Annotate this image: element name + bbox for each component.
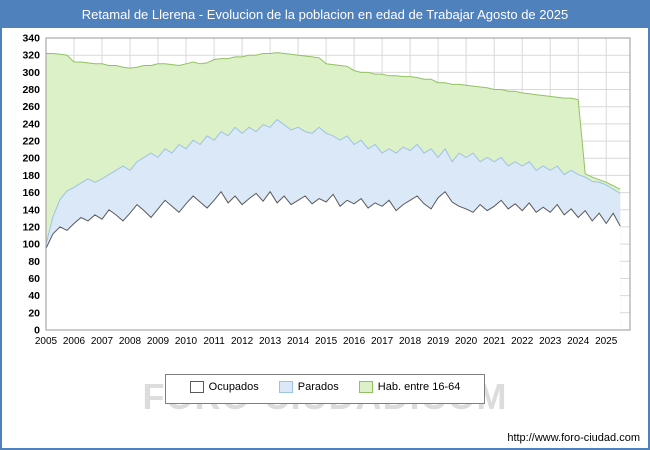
y-tick-label: 20 bbox=[28, 307, 40, 319]
x-tick-label: 2022 bbox=[511, 336, 534, 347]
x-tick-label: 2018 bbox=[399, 336, 422, 347]
x-tick-label: 2010 bbox=[175, 336, 198, 347]
line-ocupados bbox=[45, 190, 621, 249]
plot-border bbox=[45, 37, 631, 331]
y-tick-label: 60 bbox=[28, 273, 40, 285]
x-tick-label: 2021 bbox=[483, 336, 506, 347]
y-tick-label: 260 bbox=[22, 101, 40, 113]
area-ocupados bbox=[46, 191, 621, 330]
legend-row: FORO-CIUDAD.COM Ocupados Parados Hab. en… bbox=[2, 374, 648, 436]
population-area-chart: 0 20 40 60 80 100 120 140 160 180 200 220 240 260 280 3… bbox=[22, 33, 631, 347]
footer-link[interactable]: http://www.foro-ciudad.com bbox=[507, 432, 640, 444]
chart-area: 0 20 40 60 80 100 120 140 160 180 200 220 240 260 280 3… bbox=[2, 28, 648, 360]
footer: http://www.foro-ciudad.com bbox=[507, 432, 640, 444]
x-tick-label: 2012 bbox=[231, 336, 254, 347]
y-tick-label: 280 bbox=[22, 84, 40, 96]
x-tick-label: 2008 bbox=[119, 336, 142, 347]
x-tick-label: 2005 bbox=[35, 336, 58, 347]
x-tick-label: 2011 bbox=[203, 336, 225, 347]
x-tick-label: 2017 bbox=[371, 336, 394, 347]
y-tick-label: 140 bbox=[22, 204, 40, 216]
x-tick-label: 2006 bbox=[63, 336, 86, 347]
y-tick-label: 0 bbox=[34, 325, 40, 337]
x-tick-label: 2007 bbox=[91, 336, 114, 347]
line-hab-entre-16-64 bbox=[46, 52, 621, 190]
x-tick-label: 2013 bbox=[259, 336, 282, 347]
y-tick-label: 340 bbox=[22, 33, 40, 45]
y-tick-label: 240 bbox=[22, 118, 40, 130]
y-tick-label: 160 bbox=[22, 187, 40, 199]
chart-title: Retamal de Llerena - Evolucion de la pob… bbox=[2, 2, 648, 28]
y-tick-label: 180 bbox=[22, 170, 40, 182]
x-tick-label: 2016 bbox=[343, 336, 366, 347]
legend-label: Hab. entre 16-64 bbox=[377, 381, 461, 393]
y-tick-label: 320 bbox=[22, 50, 40, 62]
legend-label: Ocupados bbox=[208, 381, 259, 393]
x-tick-label: 2014 bbox=[287, 336, 310, 347]
x-tick-label: 2024 bbox=[567, 336, 590, 347]
legend: Ocupados Parados Hab. entre 16-64 bbox=[164, 374, 486, 404]
y-tick-label: 80 bbox=[28, 256, 40, 268]
line-parados bbox=[45, 118, 621, 245]
y-tick-label: 100 bbox=[22, 239, 40, 251]
x-tick-label: 2023 bbox=[539, 336, 562, 347]
y-tick-label: 220 bbox=[22, 136, 40, 148]
legend-swatch bbox=[278, 381, 293, 393]
y-tick-label: 40 bbox=[28, 290, 40, 302]
x-tick-label: 2015 bbox=[315, 336, 338, 347]
x-tick-label: 2009 bbox=[147, 336, 170, 347]
legend-item-hab-16-64: Hab. entre 16-64 bbox=[358, 381, 461, 393]
legend-item-parados: Parados bbox=[278, 381, 339, 393]
y-tick-label: 200 bbox=[22, 153, 40, 165]
y-tick-label: 300 bbox=[22, 67, 40, 79]
y-tick-label: 120 bbox=[22, 221, 40, 233]
legend-label: Parados bbox=[297, 381, 339, 393]
legend-item-ocupados: Ocupados bbox=[189, 381, 259, 393]
x-tick-label: 2019 bbox=[427, 336, 450, 347]
x-tick-label: 2025 bbox=[595, 336, 618, 347]
x-tick-label: 2020 bbox=[455, 336, 478, 347]
legend-swatch bbox=[358, 381, 373, 393]
legend-swatch bbox=[189, 381, 204, 393]
